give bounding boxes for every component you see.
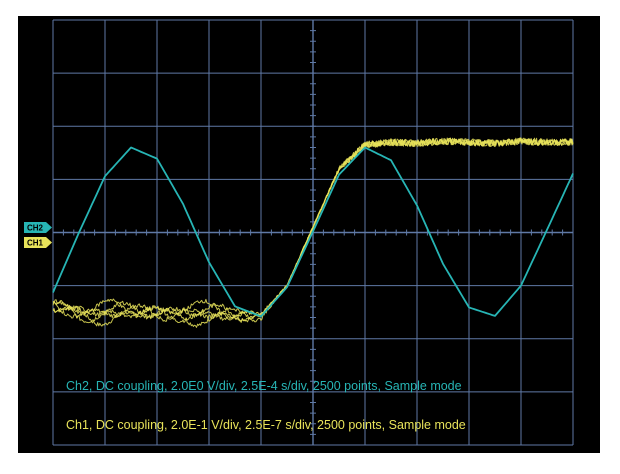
ch2-marker-shape (24, 222, 52, 233)
ch2-trace (52, 146, 574, 318)
ch1-trace-sweep (52, 137, 574, 320)
traces (52, 137, 574, 328)
ch1-marker: CH1 (24, 237, 52, 248)
ch1-marker-label: CH1 (27, 239, 44, 248)
grid (52, 19, 574, 446)
ch2-marker: CH2 (24, 222, 52, 233)
ch2-marker-label: CH2 (27, 224, 44, 233)
ch2-info-line: Ch2, DC coupling, 2.0E0 V/div, 2.5E-4 s/… (66, 379, 462, 393)
ch1-info-line: Ch1, DC coupling, 2.0E-1 V/div, 2.5E-7 s… (66, 418, 466, 432)
ch1-marker-shape (24, 237, 52, 248)
